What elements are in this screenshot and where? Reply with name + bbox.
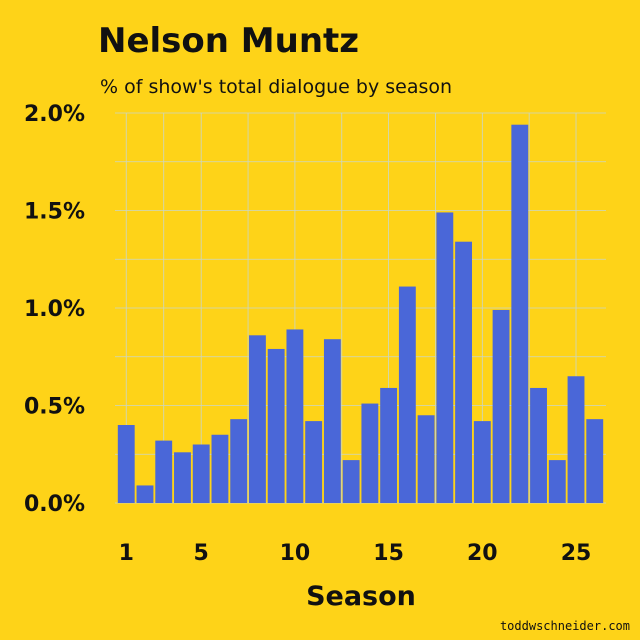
chart-subtitle: % of show's total dialogue by season bbox=[100, 76, 452, 98]
bar-season-19 bbox=[455, 241, 473, 503]
bars bbox=[117, 124, 604, 503]
y-tick-label: 0.5% bbox=[24, 395, 85, 420]
y-tick-label: 1.5% bbox=[24, 200, 85, 225]
x-tick-label: 1 bbox=[119, 541, 134, 566]
bar-season-17 bbox=[417, 415, 435, 503]
bar-season-5 bbox=[192, 444, 210, 503]
bar-season-4 bbox=[174, 452, 191, 503]
bar-season-9 bbox=[267, 348, 285, 503]
bar-season-25 bbox=[567, 376, 585, 503]
bar-season-12 bbox=[323, 339, 341, 503]
bar-season-7 bbox=[230, 419, 248, 503]
bar-season-14 bbox=[361, 403, 379, 503]
credit-text: toddwschneider.com bbox=[500, 619, 630, 633]
bar-season-2 bbox=[136, 485, 154, 503]
bar-season-16 bbox=[398, 286, 416, 503]
y-axis-ticks: 0.0% 0.5% 1.0% 1.5% 2.0% bbox=[24, 102, 85, 517]
bar-season-3 bbox=[155, 440, 173, 503]
y-tick-label: 2.0% bbox=[24, 102, 85, 127]
x-tick-label: 5 bbox=[194, 541, 209, 566]
x-tick-label: 10 bbox=[280, 541, 311, 566]
bar-season-24 bbox=[548, 460, 566, 503]
bar-season-8 bbox=[248, 335, 266, 503]
x-axis-ticks: 1 5 10 15 20 25 bbox=[119, 541, 592, 566]
bar-season-6 bbox=[211, 434, 229, 503]
bar-season-23 bbox=[530, 387, 547, 503]
bar-season-26 bbox=[586, 419, 604, 503]
y-tick-label: 1.0% bbox=[24, 297, 85, 322]
x-tick-label: 20 bbox=[467, 541, 498, 566]
x-tick-label: 25 bbox=[561, 541, 592, 566]
x-tick-label: 15 bbox=[373, 541, 404, 566]
y-tick-label: 0.0% bbox=[24, 492, 85, 517]
bar-season-13 bbox=[342, 460, 360, 503]
bar-season-21 bbox=[492, 309, 510, 503]
chart-title: Nelson Muntz bbox=[98, 21, 359, 61]
bar-season-10 bbox=[286, 329, 304, 503]
bar-season-18 bbox=[436, 212, 454, 503]
bar-season-22 bbox=[511, 124, 529, 503]
bar-season-1 bbox=[117, 425, 135, 503]
bar-season-11 bbox=[305, 421, 323, 503]
bar-season-15 bbox=[380, 387, 398, 503]
x-axis-label: Season bbox=[306, 581, 416, 612]
bar-season-20 bbox=[473, 421, 491, 503]
